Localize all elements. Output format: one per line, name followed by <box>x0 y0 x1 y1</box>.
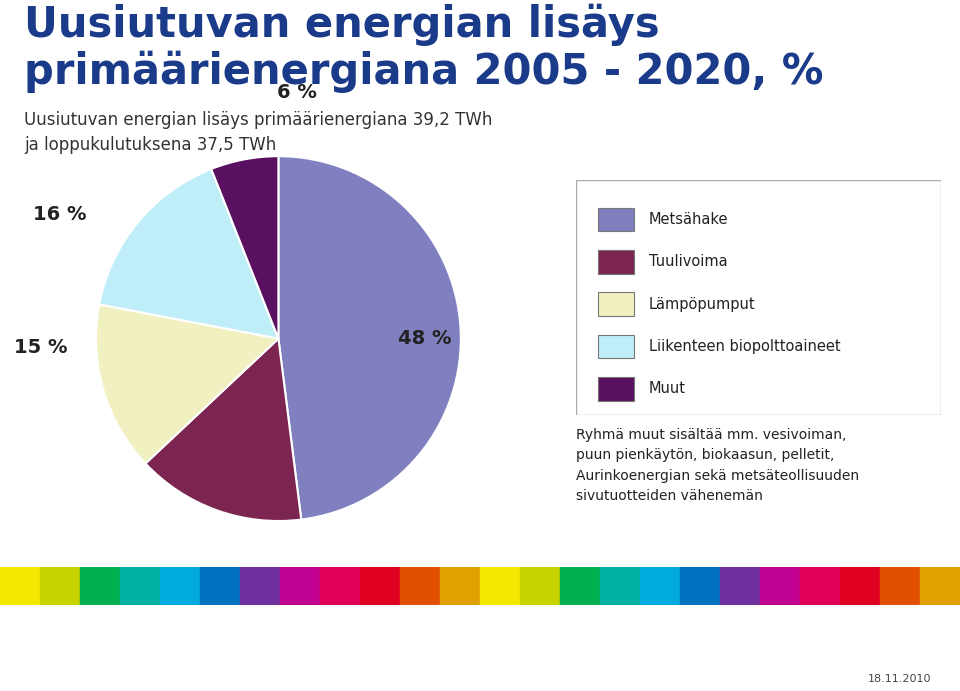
Bar <box>40 567 80 605</box>
Text: Liikenteen biopolttoaineet: Liikenteen biopolttoaineet <box>649 339 841 354</box>
Text: 15 %: 15 % <box>243 570 296 589</box>
Bar <box>840 567 880 605</box>
Bar <box>0 567 40 605</box>
Text: TYÖ- JA ELINKEINOMINISTERIO
ARBETS- OCH NÄRINGSMINISTERIET
MINISTRY OF EMPLOYMEN: TYÖ- JA ELINKEINOMINISTERIO ARBETS- OCH … <box>377 626 583 663</box>
Text: Metsähake: Metsähake <box>649 212 729 227</box>
Bar <box>280 567 320 605</box>
Text: 48 %: 48 % <box>397 329 451 348</box>
Text: Ryhmä muut sisältää mm. vesivoiman,
puun pienkäytön, biokaasun, pelletit,
Aurink: Ryhmä muut sisältää mm. vesivoiman, puun… <box>576 428 859 502</box>
Bar <box>200 567 240 605</box>
Bar <box>640 567 680 605</box>
Bar <box>160 567 200 605</box>
FancyBboxPatch shape <box>576 180 941 415</box>
Text: Uusiutuvan energian lisäys
primäärienergiana 2005 - 2020, %: Uusiutuvan energian lisäys primäärienerg… <box>24 3 824 93</box>
Bar <box>920 567 960 605</box>
Bar <box>880 567 920 605</box>
Bar <box>80 567 120 605</box>
Bar <box>800 567 840 605</box>
Bar <box>560 567 600 605</box>
Wedge shape <box>145 339 301 521</box>
Text: 16 %: 16 % <box>33 205 86 224</box>
Bar <box>520 567 560 605</box>
Text: Muut: Muut <box>649 381 686 396</box>
Text: 15 %: 15 % <box>14 338 68 357</box>
Bar <box>360 567 400 605</box>
Bar <box>598 208 635 231</box>
Text: Lämpöpumput: Lämpöpumput <box>649 296 756 312</box>
Wedge shape <box>96 305 278 464</box>
Wedge shape <box>278 156 461 520</box>
Text: Tuulivoima: Tuulivoima <box>649 254 728 269</box>
Text: 6 %: 6 % <box>276 83 317 102</box>
Bar <box>320 567 360 605</box>
Text: Uusiutuvan energian lisäys primäärienergiana 39,2 TWh
ja loppukulutuksena 37,5 T: Uusiutuvan energian lisäys primäärienerg… <box>24 111 492 153</box>
Bar <box>680 567 720 605</box>
Bar <box>598 250 635 274</box>
Text: 18.11.2010: 18.11.2010 <box>868 674 931 684</box>
Bar <box>598 377 635 401</box>
Wedge shape <box>211 156 278 339</box>
Bar <box>598 334 635 358</box>
Bar <box>598 292 635 316</box>
Bar <box>760 567 800 605</box>
Bar <box>400 567 440 605</box>
Bar <box>120 567 160 605</box>
Bar <box>440 567 480 605</box>
Bar <box>480 567 520 605</box>
Bar <box>600 567 640 605</box>
Wedge shape <box>99 169 278 339</box>
Bar <box>720 567 760 605</box>
Bar <box>240 567 280 605</box>
